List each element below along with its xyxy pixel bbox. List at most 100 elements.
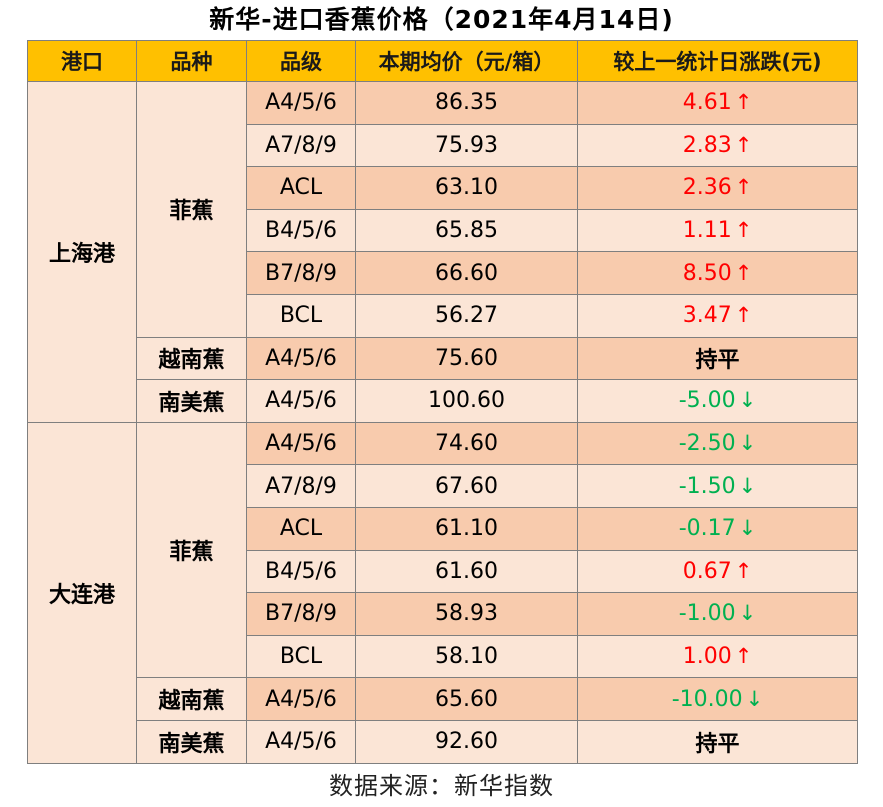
change-value: -2.50 bbox=[678, 431, 736, 457]
change-cell: -5.00 ↓ bbox=[577, 379, 858, 423]
arrow-up-icon: ↑ bbox=[734, 260, 753, 285]
arrow-up-icon: ↑ bbox=[734, 90, 753, 115]
table-row: 大连港 菲蕉 A4/5/6 74.60 -2.50 ↓ bbox=[27, 421, 858, 764]
table-row: B4/5/6 65.85 1.11 ↑ bbox=[28, 208, 858, 253]
change-value: 持平 bbox=[695, 348, 740, 374]
table-row: 南美蕉 A4/5/6 100.60 -5.00 ↓ bbox=[28, 379, 858, 423]
table-row: BCL 58.10 1.00 ↑ bbox=[28, 634, 858, 679]
change-cell: 持平 bbox=[577, 336, 858, 381]
arrow-up-icon: ↑ bbox=[734, 175, 753, 200]
grade-cell: B7/8/9 bbox=[246, 251, 356, 295]
change-cell: -2.50 ↓ bbox=[577, 421, 858, 466]
header-change: 较上一统计日涨跌(元) bbox=[577, 40, 858, 82]
change-cell: 2.83 ↑ bbox=[577, 123, 858, 168]
variety-cell: 南美蕉 bbox=[136, 379, 247, 423]
grade-cell: A4/5/6 bbox=[246, 719, 356, 764]
table-row: 南美蕉 A4/5/6 92.60 持平 bbox=[28, 719, 858, 764]
header-variety: 品种 bbox=[136, 40, 247, 82]
price-cell: 92.60 bbox=[355, 719, 578, 764]
header-port: 港口 bbox=[27, 40, 137, 82]
change-value: 8.50 bbox=[682, 260, 732, 286]
change-value: 持平 bbox=[695, 731, 740, 757]
change-value: -1.50 bbox=[678, 473, 736, 499]
grade-cell: A4/5/6 bbox=[246, 81, 356, 125]
change-value: 2.36 bbox=[682, 175, 732, 201]
grade-cell: BCL bbox=[246, 634, 356, 679]
price-cell: 61.10 bbox=[355, 506, 578, 551]
price-cell: 56.27 bbox=[355, 293, 578, 338]
arrow-down-icon: ↓ bbox=[745, 686, 764, 711]
change-value: 1.11 bbox=[682, 218, 732, 244]
change-cell: 1.00 ↑ bbox=[577, 634, 858, 679]
grade-cell: A7/8/9 bbox=[246, 123, 356, 168]
price-cell: 58.10 bbox=[355, 634, 578, 679]
banana-price-table: 港口 品种 品级 本期均价（元/箱） 较上一统计日涨跌(元) 上海港 菲蕉 A4/5… bbox=[27, 40, 858, 764]
grade-cell: A4/5/6 bbox=[246, 336, 356, 381]
change-value: -5.00 bbox=[678, 388, 736, 414]
price-cell: 74.60 bbox=[355, 421, 578, 466]
variety-cell: 菲蕉 bbox=[136, 81, 247, 338]
change-value: 4.61 bbox=[682, 90, 732, 116]
variety-cell: 南美蕉 bbox=[136, 719, 247, 764]
arrow-down-icon: ↓ bbox=[738, 601, 757, 626]
change-cell: -1.50 ↓ bbox=[577, 464, 858, 508]
change-value: 2.83 bbox=[682, 132, 732, 158]
arrow-up-icon: ↑ bbox=[734, 303, 753, 328]
variety-cell: 越南蕉 bbox=[136, 336, 247, 381]
variety-cell: 越南蕉 bbox=[136, 677, 247, 721]
grade-cell: B4/5/6 bbox=[246, 549, 356, 594]
change-cell: 1.11 ↑ bbox=[577, 208, 858, 253]
table-row: 越南蕉 A4/5/6 75.60 持平 bbox=[28, 336, 858, 381]
change-cell: -1.00 ↓ bbox=[577, 592, 858, 636]
header-row: 港口 品种 品级 本期均价（元/箱） 较上一统计日涨跌(元) bbox=[27, 40, 858, 82]
arrow-up-icon: ↑ bbox=[734, 132, 753, 157]
grade-cell: A4/5/6 bbox=[246, 379, 356, 423]
arrow-down-icon: ↓ bbox=[738, 388, 757, 413]
change-cell: -0.17 ↓ bbox=[577, 506, 858, 551]
port-cell: 上海港 bbox=[27, 81, 137, 423]
price-cell: 66.60 bbox=[355, 251, 578, 295]
price-cell: 86.35 bbox=[355, 81, 578, 125]
arrow-up-icon: ↑ bbox=[734, 218, 753, 243]
table-row: B7/8/9 66.60 8.50 ↑ bbox=[28, 251, 858, 295]
arrow-up-icon: ↑ bbox=[734, 644, 753, 669]
price-cell: 65.85 bbox=[355, 208, 578, 253]
grade-cell: B7/8/9 bbox=[246, 592, 356, 636]
header-avg-price: 本期均价（元/箱） bbox=[355, 40, 578, 82]
header-grade: 品级 bbox=[246, 40, 356, 82]
change-cell: 3.47 ↑ bbox=[577, 293, 858, 338]
port-cell: 大连港 bbox=[27, 421, 137, 764]
table-row: BCL 56.27 3.47 ↑ bbox=[28, 293, 858, 338]
price-cell: 75.60 bbox=[355, 336, 578, 381]
price-cell: 63.10 bbox=[355, 166, 578, 210]
arrow-up-icon: ↑ bbox=[734, 558, 753, 583]
price-cell: 100.60 bbox=[355, 379, 578, 423]
change-cell: 2.36 ↑ bbox=[577, 166, 858, 210]
data-source: 数据来源：新华指数 bbox=[329, 772, 554, 800]
table-row: B7/8/9 58.93 -1.00 ↓ bbox=[28, 592, 858, 636]
change-cell: 0.67 ↑ bbox=[577, 549, 858, 594]
change-value: 3.47 bbox=[682, 303, 732, 329]
price-cell: 75.93 bbox=[355, 123, 578, 168]
change-cell: -10.00 ↓ bbox=[577, 677, 858, 721]
price-cell: 58.93 bbox=[355, 592, 578, 636]
grade-cell: B4/5/6 bbox=[246, 208, 356, 253]
change-value: 0.67 bbox=[682, 558, 732, 584]
variety-cell: 菲蕉 bbox=[136, 421, 247, 679]
arrow-down-icon: ↓ bbox=[738, 431, 757, 456]
change-cell: 持平 bbox=[577, 719, 858, 764]
price-cell: 61.60 bbox=[355, 549, 578, 594]
table-body: 上海港 菲蕉 A4/5/6 86.35 4.61 ↑ A7/8/9 75.93 2.83 ↑ ACL… bbox=[27, 81, 858, 764]
page-title: 新华-进口香蕉价格（2021年4月14日) bbox=[209, 5, 674, 34]
grade-cell: BCL bbox=[246, 293, 356, 338]
change-value: -1.00 bbox=[678, 601, 736, 627]
grade-cell: A7/8/9 bbox=[246, 464, 356, 508]
price-cell: 65.60 bbox=[355, 677, 578, 721]
table-row: A7/8/9 75.93 2.83 ↑ bbox=[28, 123, 858, 168]
price-cell: 67.60 bbox=[355, 464, 578, 508]
grade-cell: A4/5/6 bbox=[246, 421, 356, 466]
change-value: -0.17 bbox=[678, 516, 736, 542]
arrow-down-icon: ↓ bbox=[738, 473, 757, 498]
table-row: 越南蕉 A4/5/6 65.60 -10.00 ↓ bbox=[28, 677, 858, 721]
change-cell: 4.61 ↑ bbox=[577, 81, 858, 125]
